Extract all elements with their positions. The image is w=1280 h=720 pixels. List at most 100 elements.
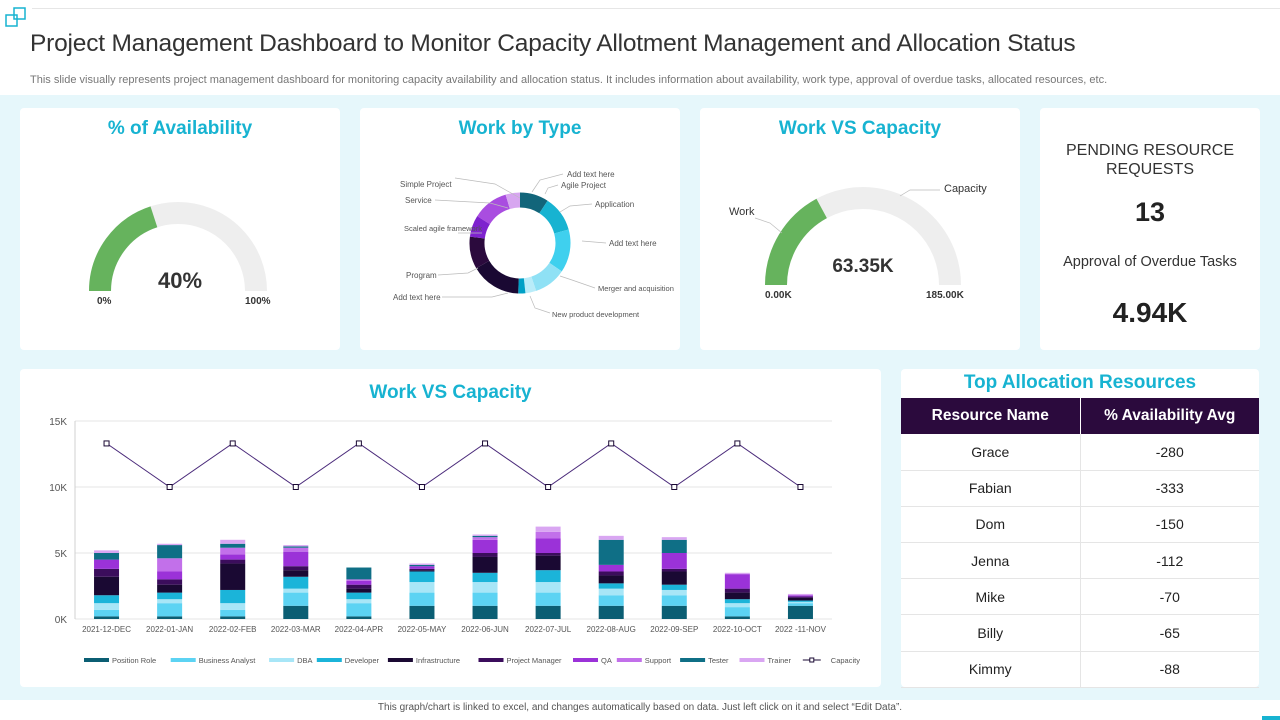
footer-note: This graph/chart is linked to excel, and… — [377, 702, 903, 713]
capacity-point — [797, 484, 804, 490]
legend-swatch — [616, 658, 642, 662]
work-label: Work — [729, 206, 755, 218]
bar-segment — [535, 538, 561, 553]
donut-slice — [530, 262, 562, 291]
legend-label: Project Manager — [507, 656, 563, 665]
bar-segment — [220, 543, 246, 548]
availability-avg-cell: -65 — [1079, 614, 1259, 652]
table-row: Mike -70 — [901, 578, 1259, 616]
resource-name-cell: Fabian — [901, 470, 1080, 507]
bar-segment — [535, 605, 561, 619]
bar-segment — [598, 595, 624, 606]
bar-segment — [94, 595, 120, 604]
bar-segment — [472, 534, 498, 536]
bar-segment — [94, 550, 120, 553]
bar-segment — [598, 539, 624, 565]
bar-segment — [787, 600, 813, 602]
capacity-point — [166, 484, 173, 490]
bar-segment — [598, 564, 624, 572]
label-application: Application — [595, 200, 634, 209]
bar-segment — [535, 570, 561, 583]
x-tick-label: 2022-09-SEP — [650, 625, 698, 634]
capacity-line — [106, 442, 801, 488]
legend-swatch — [84, 658, 109, 662]
resource-name-cell: Dom — [901, 506, 1080, 544]
bar-segment — [535, 582, 561, 593]
bar-segment — [220, 616, 246, 619]
donut-slice — [539, 200, 569, 234]
bar-segment — [724, 616, 750, 619]
bar-segment — [661, 537, 687, 540]
availability-avg-cell: -88 — [1079, 651, 1259, 688]
legend-label: QA — [601, 656, 612, 665]
bar-segment — [409, 605, 435, 619]
legend-swatch — [680, 658, 706, 662]
work-capacity-value: 63.35K — [832, 256, 894, 277]
table-row: Kimmy -88 — [901, 651, 1259, 688]
bar-segment — [787, 596, 813, 598]
bar-segment — [409, 592, 435, 606]
x-tick-label: 2022-10-OCT — [713, 625, 762, 634]
bar-segment — [787, 595, 813, 597]
legend-label: Position Role — [112, 656, 156, 665]
legend-label: Developer — [345, 656, 380, 665]
label-service: Service — [405, 196, 432, 205]
legend-label: Infrastructure — [416, 656, 460, 665]
capacity-label: Capacity — [944, 183, 987, 195]
capacity-point — [418, 484, 425, 490]
capacity-point — [734, 440, 741, 447]
bar-segment — [661, 584, 687, 590]
logo-icon — [5, 7, 26, 27]
leader-program — [437, 267, 479, 276]
resource-name-cell: Mike — [901, 578, 1080, 616]
leader-merger — [559, 275, 596, 289]
x-tick-label: 2021-12-DEC — [82, 625, 131, 634]
table-row: Dom -150 — [901, 506, 1259, 544]
table-row: Jenna -112 — [901, 542, 1259, 580]
x-tick-label: 2022 -11-NOV — [775, 625, 827, 634]
bar-segment — [472, 539, 498, 553]
label-agile-project: Agile Project — [561, 181, 607, 190]
bar-segment — [157, 545, 183, 559]
x-tick-label: 2022-04-APR — [335, 625, 384, 634]
bar-segment — [346, 616, 372, 619]
bar-segment — [598, 583, 624, 589]
bar-segment — [220, 563, 246, 590]
y-tick-label: 5K — [55, 549, 68, 560]
bar-segment — [598, 535, 624, 540]
bar-segment — [220, 589, 246, 604]
bar-segment — [157, 592, 183, 600]
bar-segment — [724, 603, 750, 608]
bar-segment — [283, 547, 309, 552]
work-capacity-gauge-card: Work VS Capacity Work Capacity 63.35K 0.… — [700, 108, 1020, 350]
bar-segment — [535, 531, 561, 539]
y-tick-label: 10K — [49, 483, 67, 494]
capacity-point — [229, 440, 236, 447]
work-capacity-chart-card: Work VS Capacity 0K 5K 10K 15K 2021-12-DEC 20… — [20, 369, 881, 687]
bar-segment — [661, 589, 687, 596]
bar-segment — [346, 567, 372, 580]
overdue-tasks-title: Approval of Overdue Tasks — [1063, 254, 1237, 270]
bar-segment — [472, 572, 498, 583]
bar-segment — [346, 588, 372, 593]
bar-segment — [220, 609, 246, 617]
table-row: Billy -65 — [901, 614, 1259, 652]
bar-segment — [220, 603, 246, 610]
availability-max-label: 100% — [245, 296, 271, 307]
x-tick-label: 2022-01-JAN — [146, 625, 193, 634]
bar-segment — [283, 546, 309, 548]
bar-segment — [220, 539, 246, 544]
work-capacity-gauge — [754, 187, 961, 286]
header-divider — [32, 8, 1280, 9]
overdue-tasks-value: 4.94K — [1112, 297, 1188, 328]
leader-add-text-3 — [442, 292, 509, 298]
bar-segment — [535, 553, 561, 556]
work-by-type-donut: Simple Project Service Scaled agile fram… — [393, 170, 674, 319]
x-tick-label: 2022-08-AUG — [587, 625, 636, 634]
legend-label: Tester — [708, 656, 729, 665]
bar-segment — [94, 568, 120, 577]
column-header-availability-avg: % Availability Avg — [1079, 398, 1259, 434]
bar-segment — [220, 554, 246, 560]
legend-swatch — [316, 658, 342, 662]
availability-avg-cell: -150 — [1079, 506, 1259, 544]
